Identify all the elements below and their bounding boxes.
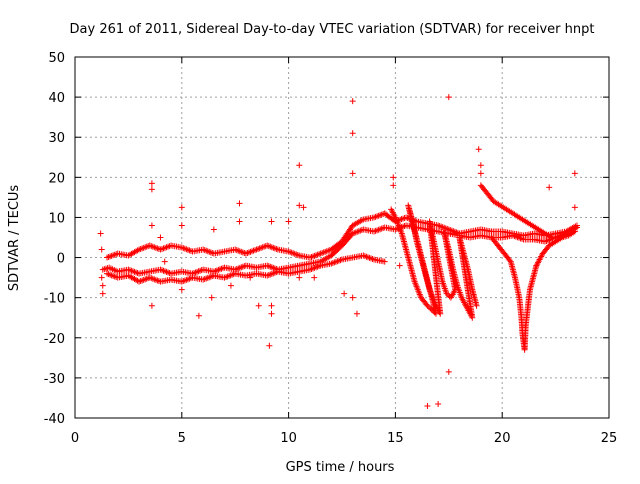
data-point (477, 170, 484, 177)
y-tick-label: -30 (44, 372, 65, 387)
data-point (236, 218, 243, 225)
data-point (445, 94, 452, 101)
data-point (148, 186, 155, 193)
data-point (99, 282, 106, 289)
data-point (311, 274, 318, 281)
data-point (381, 258, 388, 265)
data-point (296, 274, 303, 281)
data-point (546, 184, 553, 191)
data-point (148, 180, 155, 187)
y-tick-label: 0 (57, 252, 65, 267)
y-tick-label: 50 (48, 51, 65, 66)
chart-title: Day 261 of 2011, Sidereal Day-to-day VTE… (70, 22, 595, 37)
data-point (571, 170, 578, 177)
data-point (178, 286, 185, 293)
data-point (533, 262, 540, 269)
data-point (425, 304, 432, 311)
axis-ticks: 0 5 10 15 20 25 -40 -30 -20 -10 0 10 20 30 40 50 (44, 51, 618, 446)
data-point (148, 222, 155, 229)
data-point (445, 368, 452, 375)
data-point (390, 174, 397, 181)
data-point (227, 282, 234, 289)
data-point (571, 228, 578, 235)
data-point (97, 230, 104, 237)
y-tick-label: 20 (48, 171, 65, 186)
y-tick-label: -40 (44, 412, 65, 427)
x-axis-label: GPS time / hours (286, 460, 395, 475)
data-point (210, 226, 217, 233)
data-series (97, 94, 580, 409)
data-point (571, 204, 578, 211)
data-point (477, 162, 484, 169)
data-point (475, 146, 482, 153)
data-point (161, 258, 168, 265)
data-point (208, 294, 215, 301)
data-point (573, 222, 580, 229)
y-tick-label: 30 (48, 131, 65, 146)
data-point (296, 202, 303, 209)
data-point (427, 305, 434, 312)
plot-frame (74, 56, 610, 419)
data-point (353, 310, 360, 317)
data-point (266, 342, 273, 349)
data-point (396, 262, 403, 269)
data-point (300, 204, 307, 211)
x-tick-label: 20 (494, 431, 511, 446)
data-point (390, 182, 397, 189)
data-point (98, 246, 105, 253)
y-tick-label: 40 (48, 91, 65, 106)
data-point (473, 302, 480, 309)
y-tick-label: 10 (48, 211, 65, 226)
x-tick-label: 15 (387, 431, 404, 446)
data-point (424, 302, 431, 309)
data-point (349, 98, 356, 105)
data-point (98, 274, 105, 281)
x-tick-label: 0 (71, 431, 79, 446)
x-tick-label: 5 (178, 431, 186, 446)
y-tick-label: -10 (44, 292, 65, 307)
data-point (349, 170, 356, 177)
data-point (268, 218, 275, 225)
data-point (178, 204, 185, 211)
data-point (548, 234, 555, 241)
data-point (506, 257, 513, 264)
y-axis-label: SDTVAR / TECUs (7, 185, 22, 292)
data-point (349, 294, 356, 301)
x-tick-label: 25 (601, 431, 618, 446)
x-tick-label: 10 (280, 431, 297, 446)
data-point (255, 302, 262, 309)
data-point (285, 218, 292, 225)
data-point (268, 310, 275, 317)
data-point (178, 222, 185, 229)
data-point (148, 302, 155, 309)
data-point (445, 291, 452, 298)
data-point (341, 290, 348, 297)
data-point (195, 312, 202, 319)
data-point (99, 290, 106, 297)
data-point (268, 302, 275, 309)
data-point (424, 402, 431, 409)
data-point (247, 274, 254, 281)
data-point (157, 234, 164, 241)
data-point (236, 200, 243, 207)
data-point (435, 400, 442, 407)
y-tick-label: -20 (44, 332, 65, 347)
data-point (349, 130, 356, 137)
data-point (296, 162, 303, 169)
data-point (443, 290, 450, 297)
